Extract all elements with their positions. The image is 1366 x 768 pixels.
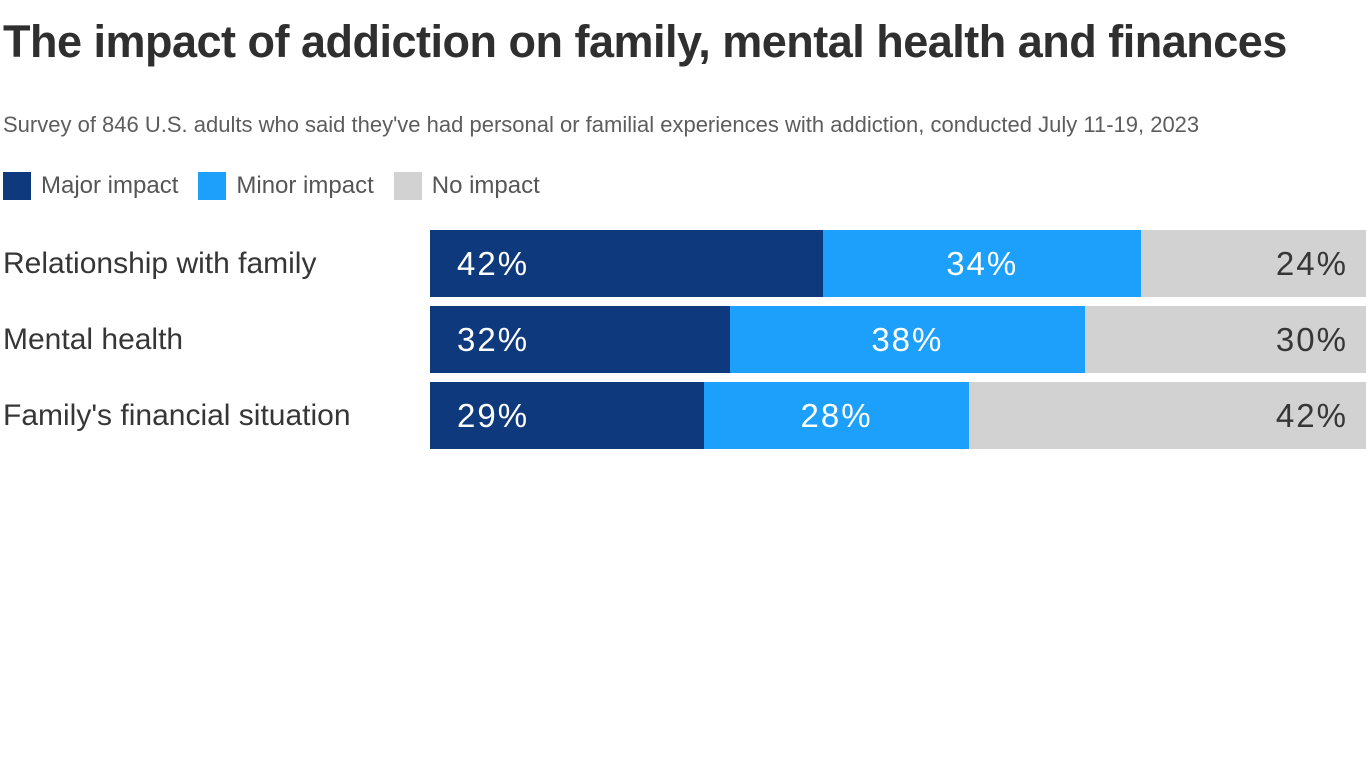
bar-row: Family's financial situation 29% 28% 42% [3,382,1366,449]
category-label: Family's financial situation [3,398,351,432]
bar-segment-no-impact: 42% [968,382,1366,449]
legend-item: Major impact [3,172,178,200]
category-label: Relationship with family [3,246,317,280]
category-label: Mental health [3,322,184,356]
bar-value-label: 29% [457,396,530,434]
chart-page: The impact of addiction on family, menta… [3,16,1366,449]
chart-subtitle: Survey of 846 U.S. adults who said they'… [3,112,1200,137]
bar-segment-no-impact: 30% [1085,306,1366,373]
stacked-bar-chart: Relationship with family 42% 34% 24% Mental … [3,230,1366,449]
bar-row: Mental health 32% 38% 30% [3,306,1366,373]
bar-value-label: 24% [1275,244,1348,282]
legend-swatch-icon [393,172,422,200]
bar-track: 32% 38% 30% [430,306,1366,373]
legend-swatch-icon [198,172,227,200]
legend-item: No impact [393,172,540,200]
bar-segment-no-impact: 24% [1141,230,1366,297]
chart-title: The impact of addiction on family, menta… [3,16,1287,67]
bar-segment-minor-impact: 38% [729,306,1086,373]
bar-track: 29% 28% 42% [430,382,1366,449]
bar-row: Relationship with family 42% 34% 24% [3,230,1366,297]
bar-track: 42% 34% 24% [430,230,1366,297]
bar-value-label: 34% [946,244,1019,282]
bar-value-label: 32% [457,320,530,358]
legend-item: Minor impact [198,172,374,200]
bar-value-label: 30% [1275,320,1348,358]
bar-segment-major-impact: 42% [430,230,824,297]
legend-swatch-icon [3,172,31,200]
bar-value-label: 42% [1275,396,1348,434]
bar-segment-minor-impact: 28% [704,382,969,449]
bar-segment-major-impact: 32% [430,306,730,373]
bar-value-label: 38% [871,320,944,358]
bar-segment-minor-impact: 34% [823,230,1142,297]
legend-label: Minor impact [236,172,374,199]
legend-label: Major impact [41,172,179,199]
bar-value-label: 28% [800,396,873,434]
bar-segment-major-impact: 29% [430,382,705,449]
bar-value-label: 42% [457,244,530,282]
legend: Major impact Minor impact No impact [3,172,1366,200]
legend-label: No impact [431,172,540,199]
